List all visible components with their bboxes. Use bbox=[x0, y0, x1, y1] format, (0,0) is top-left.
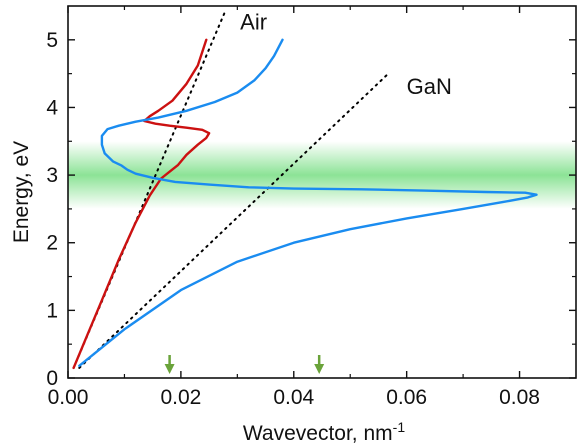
ticks-layer: 0.00 0.02 0.04 0.06 0.08 0 1 2 3 4 5 bbox=[46, 6, 576, 409]
x-tick-label: 0.04 bbox=[273, 386, 314, 409]
plot-frame bbox=[67, 5, 577, 379]
y-tick-label: 5 bbox=[46, 29, 58, 52]
green-energy-band bbox=[68, 141, 576, 209]
x-tick-label: 0.02 bbox=[160, 386, 201, 409]
air-label: Air bbox=[240, 10, 267, 35]
gan-label: GaN bbox=[407, 74, 452, 99]
x-axis-title: Wavevector, nm-1 bbox=[243, 419, 405, 445]
down-arrow-head bbox=[314, 364, 325, 374]
x-axis-title-superscript: -1 bbox=[393, 419, 406, 435]
y-axis-title: Energy, eV bbox=[10, 141, 33, 243]
series-line-3 bbox=[72, 38, 211, 370]
series-line-4 bbox=[78, 38, 538, 367]
x-tick-label: 0.00 bbox=[48, 386, 89, 409]
x-tick-label: 0.08 bbox=[499, 386, 540, 409]
down-arrow-head bbox=[164, 364, 175, 374]
y-tick-label: 0 bbox=[46, 367, 58, 390]
series-layer bbox=[72, 8, 538, 370]
y-tick-label: 1 bbox=[46, 299, 58, 322]
annotations-layer: Air GaN bbox=[240, 10, 452, 99]
x-axis-title-main: Wavevector, nm bbox=[243, 422, 393, 445]
x-tick-label: 0.06 bbox=[386, 386, 427, 409]
y-tick-label: 3 bbox=[46, 164, 58, 187]
y-tick-label: 2 bbox=[46, 232, 58, 255]
y-tick-label: 4 bbox=[46, 96, 58, 119]
arrows-layer bbox=[164, 355, 325, 374]
series-line-2 bbox=[78, 71, 391, 369]
